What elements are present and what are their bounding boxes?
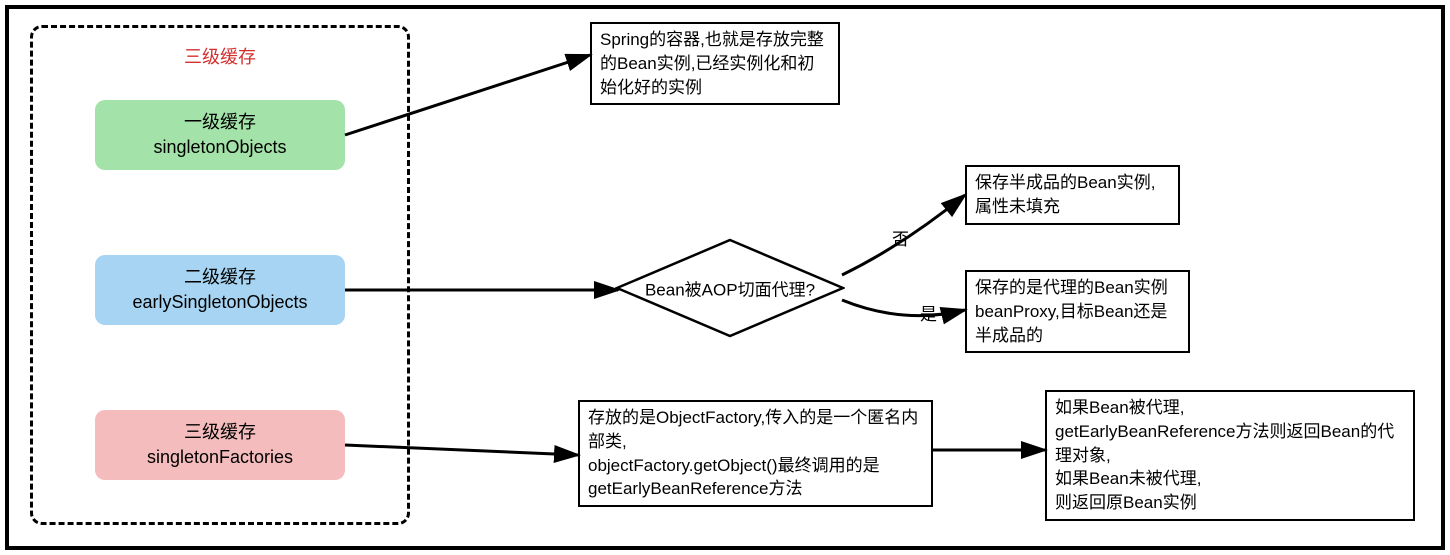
- desc-desc3a: 存放的是ObjectFactory,传入的是一个匿名内部类, objectFac…: [578, 400, 933, 507]
- cache-code: singletonObjects: [95, 135, 345, 160]
- edge-label-1: 是: [920, 300, 937, 325]
- desc-desc1: Spring的容器,也就是存放完整的Bean实例,已经实例化和初始化好的实例: [590, 22, 840, 105]
- cache-level-1: 一级缓存singletonObjects: [95, 100, 345, 170]
- cache-level-2: 二级缓存earlySingletonObjects: [95, 255, 345, 325]
- cache-code: earlySingletonObjects: [95, 290, 345, 315]
- edge-label-0: 否: [892, 225, 909, 250]
- cache-title: 一级缓存: [95, 110, 345, 135]
- decision-diamond: Bean被AOP切面代理?: [615, 238, 845, 338]
- cache-code: singletonFactories: [95, 445, 345, 470]
- desc-desc2b: 保存的是代理的Bean实例beanProxy,目标Bean还是半成品的: [965, 270, 1190, 353]
- cache-title: 三级缓存: [95, 420, 345, 445]
- decision-label: Bean被AOP切面代理?: [615, 276, 845, 301]
- container-title: 三级缓存: [170, 43, 270, 69]
- desc-desc3b: 如果Bean被代理, getEarlyBeanReference方法则返回Bea…: [1045, 390, 1415, 521]
- cache-level-3: 三级缓存singletonFactories: [95, 410, 345, 480]
- cache-title: 二级缓存: [95, 265, 345, 290]
- desc-desc2a: 保存半成品的Bean实例,属性未填充: [965, 165, 1180, 225]
